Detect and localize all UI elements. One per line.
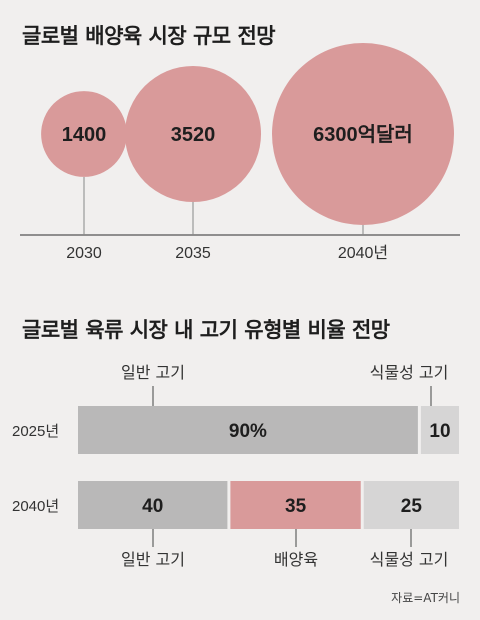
bar-segment [78, 406, 418, 454]
x-tick-label: 2030 [66, 245, 102, 262]
x-tick-label: 2040년 [338, 244, 388, 262]
source-note: 자료=AT커니 [391, 591, 460, 605]
bar-value-label: 35 [285, 496, 307, 517]
category-label: 일반 고기 [121, 550, 185, 569]
bar-value-label: 25 [401, 496, 423, 517]
bar-value-label: 40 [142, 496, 163, 517]
category-label: 식물성 고기 [370, 363, 449, 382]
category-label: 일반 고기 [121, 363, 185, 382]
bar-segment [363, 481, 459, 529]
bar-value-label: 90% [229, 421, 267, 442]
category-label: 배양육 [274, 550, 318, 569]
chart-title-meat-share: 글로벌 육류 시장 내 고기 유형별 비율 전망 [22, 318, 390, 342]
bubble [41, 91, 127, 177]
bar-segment [78, 481, 228, 529]
bar-segment [420, 406, 459, 454]
bubble-value-label: 1400 [62, 124, 107, 146]
bar-value-label: 10 [429, 421, 450, 442]
bubble-value-label: 6300억달러 [313, 123, 413, 146]
x-tick-label: 2035 [175, 245, 211, 262]
row-label: 2040년 [12, 498, 59, 515]
chart-title-market-size: 글로벌 배양육 시장 규모 전망 [22, 24, 276, 48]
row-label: 2025년 [12, 423, 59, 440]
category-label: 식물성 고기 [370, 550, 449, 569]
bubble [272, 43, 454, 225]
bubble-value-label: 3520 [171, 124, 216, 146]
bar-segment [230, 481, 361, 529]
bubble [124, 65, 262, 203]
